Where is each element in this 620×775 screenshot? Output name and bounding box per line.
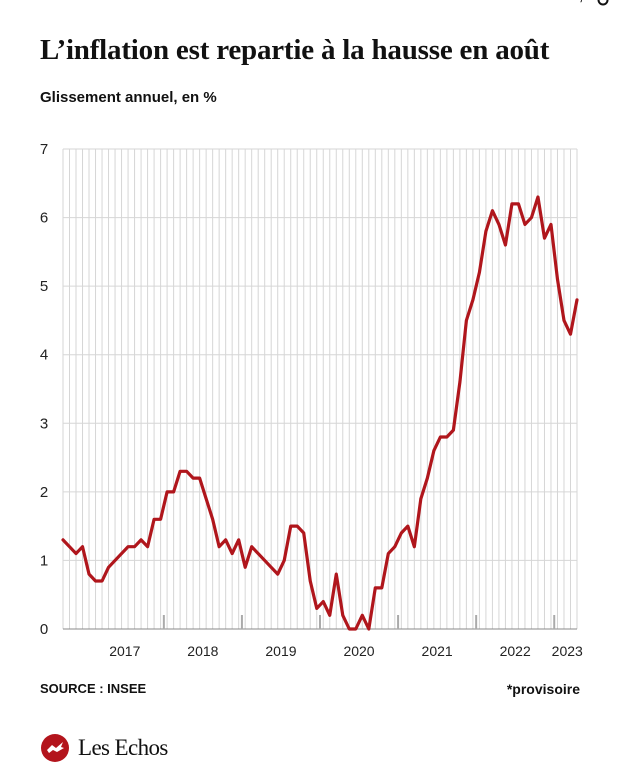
- y-axis-labels: 0 1 2 3 4 5 6 7: [40, 141, 48, 638]
- y-tick-label: 1: [40, 552, 48, 569]
- x-tick-label: 2020: [343, 643, 374, 659]
- y-tick-label: 7: [40, 141, 48, 158]
- y-tick-label: 3: [40, 415, 48, 432]
- source-note: SOURCE : INSEE: [40, 681, 146, 696]
- annotation-layer: 4,8%*: [569, 0, 607, 5]
- x-tick-label: 2021: [422, 643, 453, 659]
- x-tick-label: 2017: [109, 643, 140, 659]
- x-axis: [63, 615, 577, 629]
- footnote: *provisoire: [507, 681, 580, 697]
- y-tick-label: 5: [40, 278, 48, 295]
- inflation-series-line: [63, 197, 577, 629]
- x-tick-label: 2023: [552, 643, 583, 659]
- y-tick-label: 2: [40, 484, 48, 501]
- inflation-line-chart: 0 1 2 3 4 5 6 7 2017 2018 2019 2020 2021 2022 2023 4,…: [0, 0, 620, 670]
- x-tick-label: 2018: [187, 643, 218, 659]
- y-tick-label: 6: [40, 210, 48, 227]
- y-tick-label: 4: [40, 347, 48, 364]
- vertical-grid: [63, 149, 577, 629]
- horizontal-grid: [63, 149, 577, 629]
- brand-name: Les Echos: [78, 735, 168, 761]
- x-tick-label: 2022: [500, 643, 531, 659]
- logo-mark-icon: [40, 733, 70, 763]
- x-axis-labels: 2017 2018 2019 2020 2021 2022 2023: [109, 643, 583, 659]
- y-tick-label: 0: [40, 621, 48, 638]
- les-echos-logo: Les Echos: [40, 733, 168, 763]
- x-tick-label: 2019: [265, 643, 296, 659]
- series-layer: [63, 197, 577, 629]
